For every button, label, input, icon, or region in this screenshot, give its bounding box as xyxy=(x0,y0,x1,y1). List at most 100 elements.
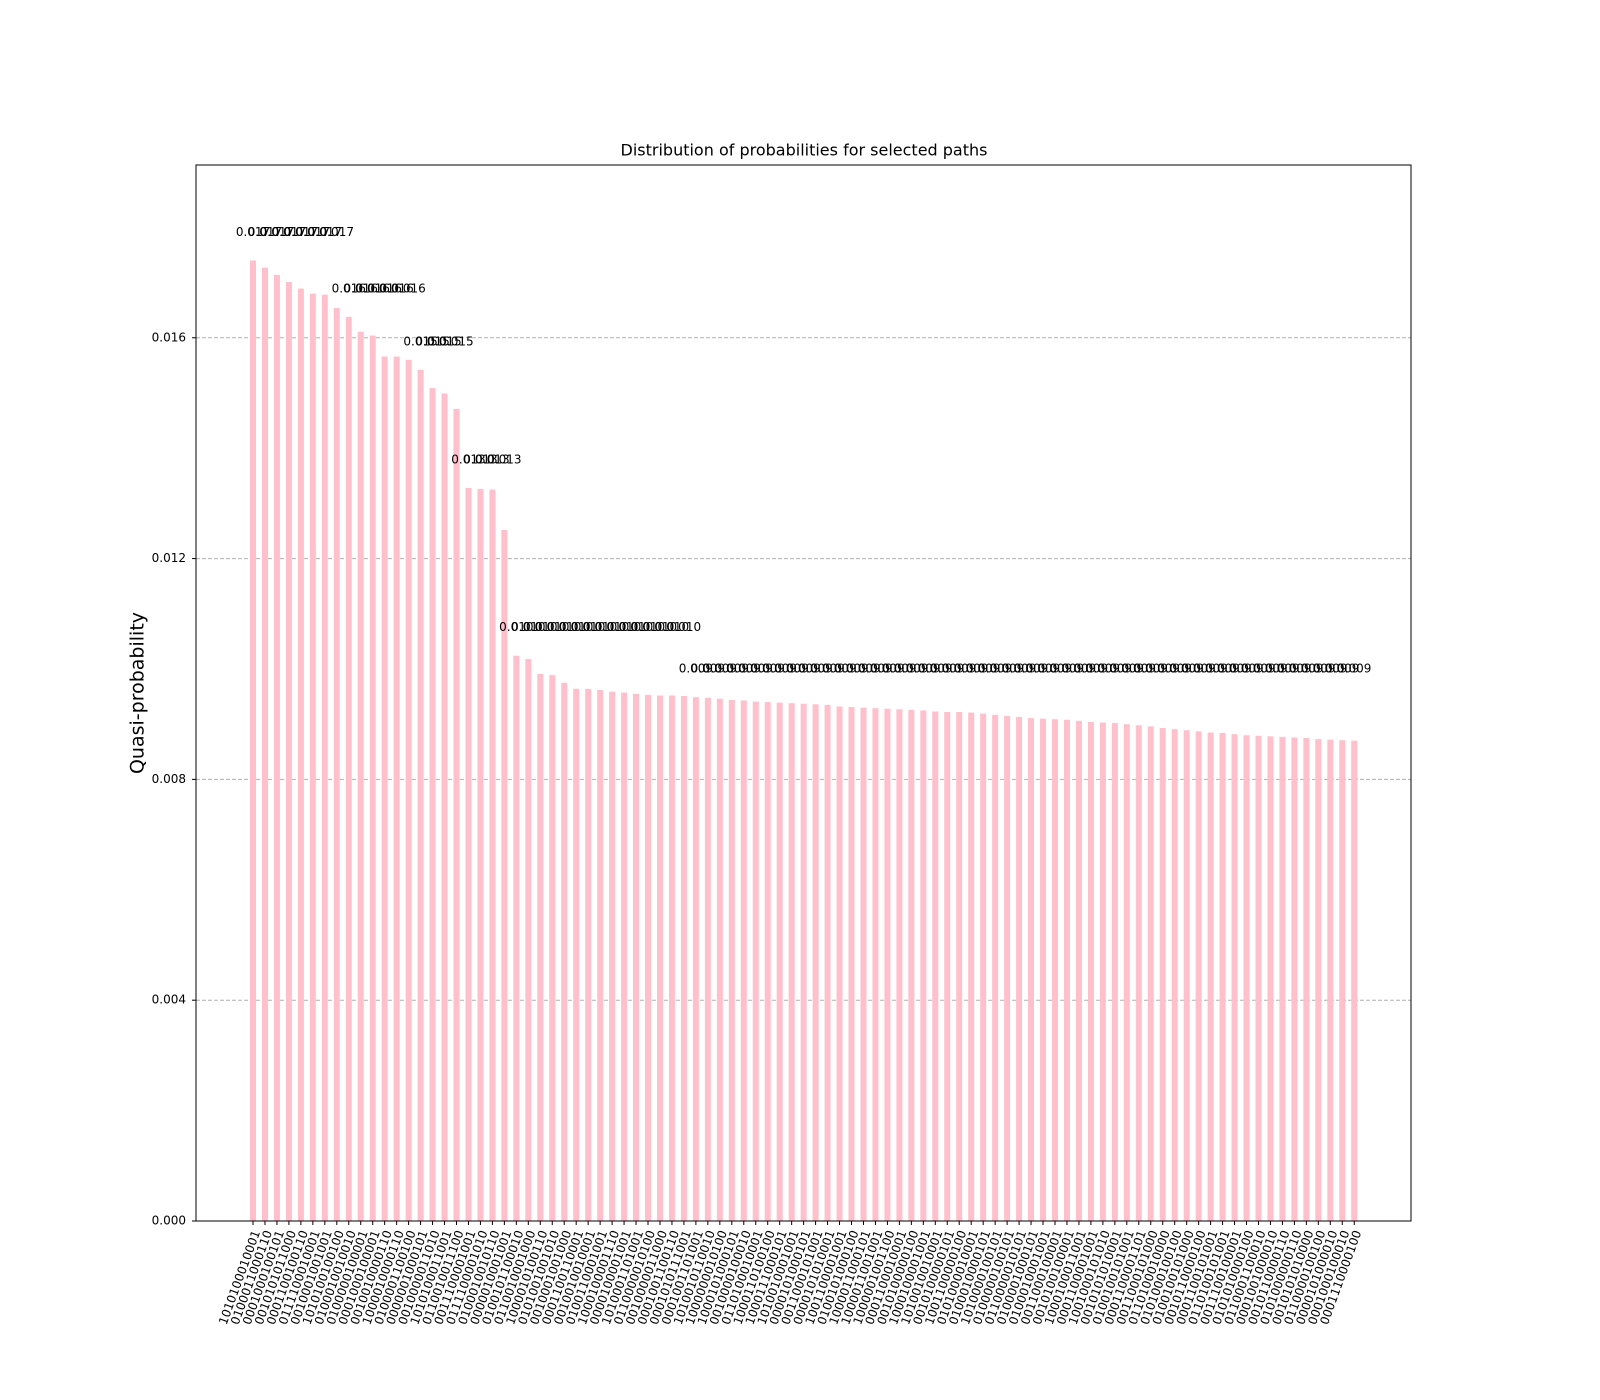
bar xyxy=(381,356,388,1221)
bar xyxy=(704,697,711,1221)
value-label: 0.009 xyxy=(739,662,773,676)
value-label: 0.009 xyxy=(703,662,737,676)
bar xyxy=(321,294,328,1221)
y-tick-label: 0.016 xyxy=(152,330,186,344)
bar xyxy=(1028,718,1035,1221)
value-label: 0.009 xyxy=(715,662,749,676)
bar xyxy=(1279,736,1286,1221)
bar xyxy=(680,696,687,1221)
bar xyxy=(645,694,652,1221)
bar xyxy=(1255,735,1262,1221)
bar xyxy=(1075,720,1082,1221)
value-label: 0.010 xyxy=(667,620,701,634)
bar xyxy=(992,714,999,1221)
value-label: 0.009 xyxy=(882,662,916,676)
bar xyxy=(908,709,915,1221)
value-label: 0.010 xyxy=(595,620,629,634)
value-label: 0.009 xyxy=(1038,662,1072,676)
value-label: 0.013 xyxy=(487,452,521,466)
value-label: 0.013 xyxy=(451,452,485,466)
value-label: 0.010 xyxy=(499,620,533,634)
value-label: 0.015 xyxy=(427,334,461,348)
value-label: 0.017 xyxy=(248,225,282,239)
bar xyxy=(1171,729,1178,1221)
bar xyxy=(549,675,556,1221)
bar xyxy=(621,692,628,1221)
bar xyxy=(932,711,939,1221)
value-label: 0.009 xyxy=(1074,662,1108,676)
bar xyxy=(1315,739,1322,1221)
value-label: 0.009 xyxy=(1313,662,1347,676)
bar xyxy=(1159,728,1166,1221)
value-label: 0.009 xyxy=(1229,662,1263,676)
bar xyxy=(1004,715,1011,1221)
value-label: 0.010 xyxy=(655,620,689,634)
chart-title: Distribution of probabilities for select… xyxy=(621,141,988,160)
bar xyxy=(1231,734,1238,1221)
value-label: 0.009 xyxy=(1050,662,1084,676)
bar xyxy=(1040,718,1047,1221)
bar xyxy=(273,274,280,1222)
bar xyxy=(968,712,975,1221)
value-label: 0.009 xyxy=(679,662,713,676)
value-label: 0.016 xyxy=(367,281,401,295)
y-tick-label: 0.012 xyxy=(152,551,186,565)
bar xyxy=(920,710,927,1221)
value-label: 0.010 xyxy=(547,620,581,634)
value-label: 0.010 xyxy=(619,620,653,634)
value-label: 0.009 xyxy=(1301,662,1335,676)
value-label: 0.010 xyxy=(571,620,605,634)
bar xyxy=(1207,732,1214,1221)
value-label: 0.009 xyxy=(918,662,952,676)
value-label: 0.009 xyxy=(1086,662,1120,676)
y-tick-label: 0.008 xyxy=(152,772,186,786)
bar xyxy=(836,706,843,1221)
value-label: 0.015 xyxy=(415,334,449,348)
bar xyxy=(1267,736,1274,1221)
value-label: 0.009 xyxy=(1181,662,1215,676)
bar xyxy=(489,489,496,1221)
bar xyxy=(1327,739,1334,1221)
bar xyxy=(1303,737,1310,1221)
value-label: 0.009 xyxy=(1205,662,1239,676)
value-label: 0.017 xyxy=(296,225,330,239)
value-label: 0.009 xyxy=(1002,662,1036,676)
bar xyxy=(1195,731,1202,1221)
value-label: 0.009 xyxy=(1026,662,1060,676)
bar xyxy=(1351,740,1358,1221)
value-label: 0.009 xyxy=(1325,662,1359,676)
bar xyxy=(393,356,400,1221)
bar xyxy=(716,698,723,1221)
value-label: 0.009 xyxy=(1169,662,1203,676)
value-label: 0.010 xyxy=(583,620,617,634)
bar xyxy=(309,293,316,1222)
bar xyxy=(740,700,747,1221)
value-label: 0.016 xyxy=(379,281,413,295)
value-label: 0.009 xyxy=(1241,662,1275,676)
bar xyxy=(1147,726,1154,1221)
bar xyxy=(573,688,580,1221)
value-label: 0.009 xyxy=(846,662,880,676)
value-label: 0.009 xyxy=(966,662,1000,676)
value-label: 0.016 xyxy=(391,281,425,295)
value-label: 0.009 xyxy=(834,662,868,676)
bar xyxy=(1016,717,1023,1221)
bar xyxy=(537,673,544,1221)
bar xyxy=(609,691,616,1221)
value-label: 0.017 xyxy=(320,225,354,239)
bar xyxy=(429,388,436,1221)
value-label: 0.017 xyxy=(308,225,342,239)
value-label: 0.010 xyxy=(535,620,569,634)
bar xyxy=(405,359,412,1221)
bar xyxy=(333,307,340,1221)
value-label: 0.009 xyxy=(858,662,892,676)
value-label: 0.009 xyxy=(990,662,1024,676)
value-label: 0.009 xyxy=(954,662,988,676)
value-label: 0.009 xyxy=(727,662,761,676)
bar xyxy=(980,713,987,1221)
bar xyxy=(860,707,867,1221)
bar xyxy=(297,288,304,1221)
value-label: 0.017 xyxy=(260,225,294,239)
value-label: 0.009 xyxy=(1277,662,1311,676)
bar xyxy=(884,708,891,1221)
